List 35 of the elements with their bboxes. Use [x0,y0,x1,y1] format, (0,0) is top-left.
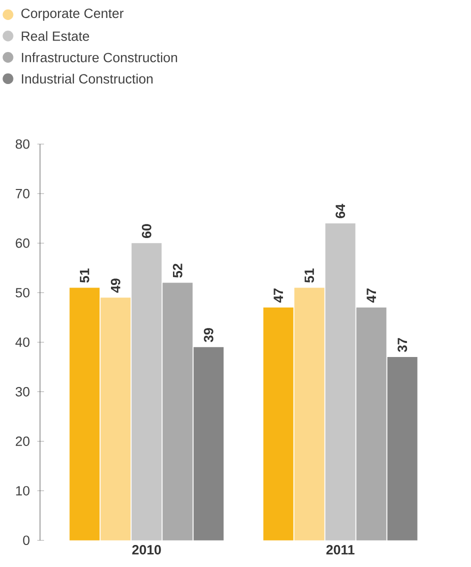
data-label: 52 [172,264,182,278]
bar [162,282,193,540]
data-label: 39 [204,328,214,342]
data-label: 47 [366,288,376,303]
legend-label: Industrial Construction [22,74,153,84]
x-tick-label: 2010 [132,545,161,554]
bar [356,308,386,540]
y-tick-label: 40 [15,337,30,347]
data-label: 64 [336,204,346,218]
data-label: 51 [304,268,314,283]
y-tick-label: 0 [23,536,30,546]
data-label: 49 [110,278,120,293]
bar [194,347,224,540]
data-label: 51 [80,268,90,283]
y-tick-label: 50 [16,288,30,298]
bar [132,243,162,540]
data-label: 47 [274,288,283,303]
y-tick-label: 10 [16,486,30,496]
x-tick-label: 2011 [326,545,354,554]
bar [70,288,100,540]
legend-label: Corporate Center [21,8,124,21]
y-tick-label: 60 [16,238,30,248]
legend-label: Infrastructure Construction [22,52,178,62]
y-tick-label: 70 [16,188,30,198]
y-tick-label: 20 [16,436,30,446]
bar [263,308,294,540]
data-label: 60 [142,224,152,238]
bar [325,223,356,540]
bar [387,357,418,540]
bar [294,288,324,540]
data-label: 37 [398,338,408,352]
bar [100,298,131,540]
legend-label: Real Estate [22,31,90,41]
y-tick-label: 30 [16,387,30,396]
y-tick-label: 80 [16,139,30,149]
